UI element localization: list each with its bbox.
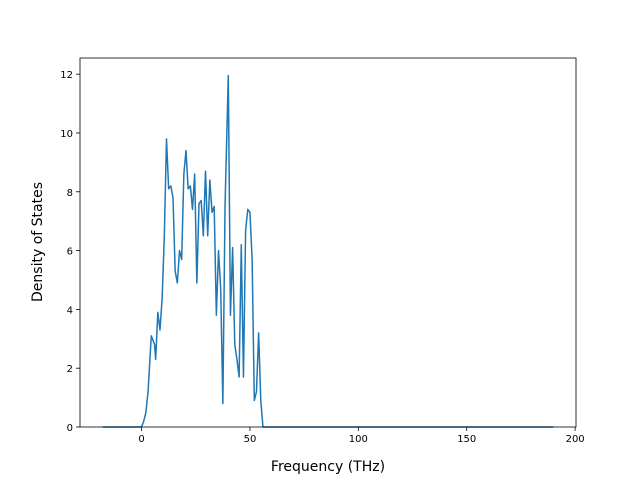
y-tick-label: 0	[67, 423, 73, 434]
y-tick-label: 6	[67, 247, 73, 258]
y-axis-label: Density of States	[30, 182, 46, 302]
y-tick-label: 4	[67, 305, 73, 316]
x-axis-label: Frequency (THz)	[271, 459, 385, 475]
x-tick-label: 150	[457, 434, 476, 445]
x-tick-label: 50	[244, 434, 257, 445]
x-tick-label: 200	[566, 434, 585, 445]
x-tick-label: 100	[349, 434, 368, 445]
line	[102, 74, 554, 428]
y-tick-label: 12	[60, 70, 73, 81]
y-tick-label: 8	[67, 188, 73, 199]
x-tick-label: 0	[138, 434, 144, 445]
y-tick-label: 2	[67, 364, 73, 375]
plot-frame	[79, 57, 577, 428]
y-tick-label: 10	[60, 129, 73, 140]
